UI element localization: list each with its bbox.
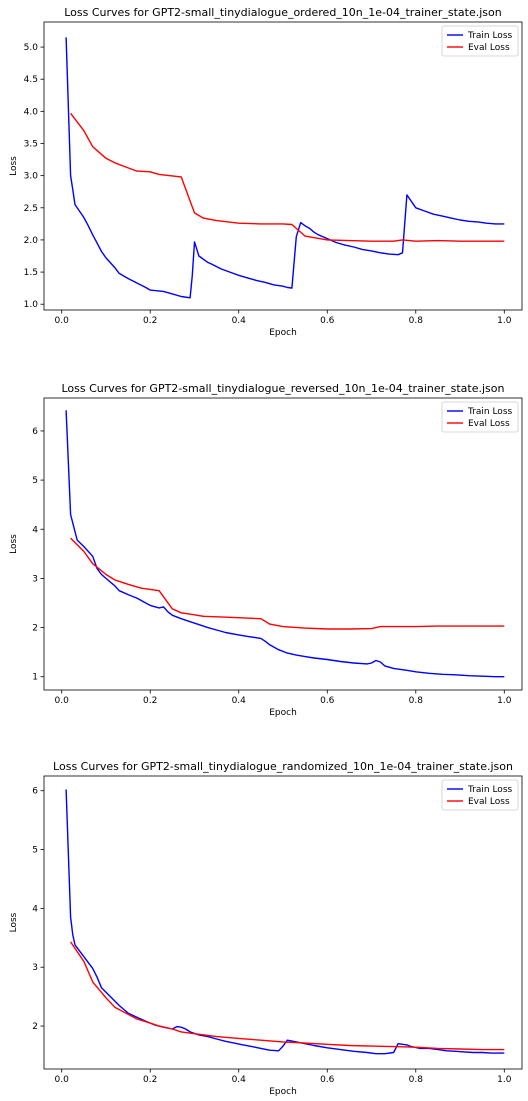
legend-box	[441, 25, 519, 57]
legend-train-label: Train Loss	[467, 785, 513, 795]
train-loss-line	[65, 789, 505, 1055]
series-lines	[65, 37, 505, 299]
x-tick-label: 1.0	[497, 696, 512, 706]
x-tick-label: 0.8	[409, 696, 424, 706]
series-lines	[65, 789, 505, 1055]
y-tick-label: 4.5	[24, 75, 38, 85]
legend-eval-label: Eval Loss	[468, 43, 510, 53]
x-tick-label: 0.2	[143, 696, 157, 706]
x-tick-label: 0.0	[55, 316, 70, 326]
x-tick-label: 0.8	[409, 1075, 424, 1085]
legend: Train Loss Eval Loss	[441, 401, 519, 433]
y-tick-label: 3.0	[24, 172, 39, 182]
y-tick-label: 3	[32, 574, 38, 584]
x-tick-label: 0.2	[143, 316, 157, 326]
x-tick-label: 0.6	[320, 696, 335, 706]
series-lines	[65, 410, 505, 678]
legend-train-label: Train Loss	[467, 407, 513, 417]
x-tick-label: 0.4	[232, 316, 247, 326]
chart-title: Loss Curves for GPT2-small_tinydialogue_…	[64, 6, 502, 19]
axes-frame	[43, 397, 523, 691]
axes-frame	[43, 21, 523, 311]
y-tick-label: 5	[32, 846, 38, 856]
y-tick-label: 5.0	[24, 43, 39, 53]
y-tick-label: 1.0	[24, 300, 39, 310]
train-loss-line	[65, 410, 505, 678]
x-axis-label: Epoch	[269, 328, 297, 338]
y-tick-label: 1	[32, 673, 38, 683]
legend-box	[441, 779, 519, 811]
chart-panel-3: Loss Curves for GPT2-small_tinydialogue_…	[9, 760, 523, 1097]
legend: Train Loss Eval Loss	[441, 25, 519, 57]
x-tick-label: 1.0	[497, 316, 512, 326]
eval-loss-line	[70, 112, 505, 242]
y-tick-label: 6	[32, 787, 38, 797]
y-tick-label: 2	[32, 1022, 38, 1032]
x-tick-label: 0.0	[55, 696, 70, 706]
legend-train-label: Train Loss	[467, 31, 513, 41]
x-axis-label: Epoch	[269, 1087, 297, 1097]
y-tick-label: 4	[32, 525, 38, 535]
x-tick-label: 1.0	[497, 1075, 512, 1085]
x-tick-label: 0.4	[232, 696, 247, 706]
legend-box	[441, 401, 519, 433]
y-tick-label: 2	[32, 624, 38, 634]
y-axis-label: Loss	[9, 156, 19, 176]
x-tick-label: 0.6	[320, 1075, 335, 1085]
x-tick-label: 0.2	[143, 1075, 157, 1085]
chart-panel-1: Loss Curves for GPT2-small_tinydialogue_…	[9, 6, 523, 338]
x-tick-label: 0.6	[320, 316, 335, 326]
y-axis-label: Loss	[9, 912, 19, 932]
eval-loss-line	[70, 941, 505, 1051]
legend-eval-label: Eval Loss	[468, 797, 510, 807]
y-axis-label: Loss	[9, 534, 19, 554]
x-tick-label: 0.4	[232, 1075, 247, 1085]
y-tick-label: 4.0	[24, 107, 39, 117]
y-tick-label: 2.0	[24, 236, 39, 246]
eval-loss-line	[70, 537, 505, 630]
train-loss-line	[65, 37, 505, 299]
axes-frame	[43, 775, 523, 1070]
y-tick-label: 2.5	[24, 204, 38, 214]
y-tick-label: 3.5	[24, 140, 38, 150]
y-tick-label: 4	[32, 904, 38, 914]
legend-eval-label: Eval Loss	[468, 419, 510, 429]
chart-title: Loss Curves for GPT2-small_tinydialogue_…	[53, 760, 513, 773]
x-tick-label: 0.0	[55, 1075, 70, 1085]
y-tick-label: 3	[32, 963, 38, 973]
y-tick-label: 1.5	[24, 268, 38, 278]
legend: Train Loss Eval Loss	[441, 779, 519, 811]
chart-title: Loss Curves for GPT2-small_tinydialogue_…	[62, 382, 505, 395]
y-tick-label: 5	[32, 476, 38, 486]
x-tick-label: 0.8	[409, 316, 424, 326]
y-tick-label: 6	[32, 427, 38, 437]
chart-panel-2: Loss Curves for GPT2-small_tinydialogue_…	[9, 382, 523, 718]
x-axis-label: Epoch	[269, 708, 297, 718]
